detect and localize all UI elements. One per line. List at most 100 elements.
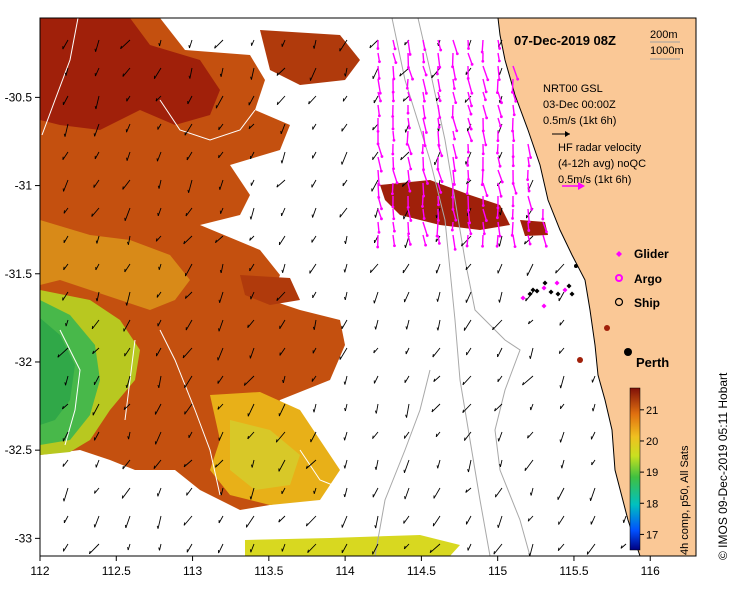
hf-radar-arrowhead [396,181,399,184]
hf-radar-arrowhead [421,205,424,208]
hf-radar-arrow [497,235,498,246]
hf-radar-arrowhead [496,152,499,155]
y-tick-label: -33 [15,531,33,545]
hf-radar-arrowhead [485,90,488,93]
hf-radar-arrow [422,196,423,206]
hf-radar-arrow [378,222,379,232]
hf-radar-arrowhead [470,92,473,95]
hf-legend-line3: 0.5m/s (1kt 6h) [558,174,631,186]
hf-radar-arrowhead [516,78,519,81]
hf-radar-arrow [468,170,469,179]
hf-radar-arrowhead [496,216,499,219]
current-arrowhead [95,49,96,52]
hf-radar-arrowhead [392,100,395,103]
colorbar [630,388,640,550]
hf-radar-arrowhead [466,245,469,248]
x-tick-label: 114.5 [407,564,436,578]
hf-radar-arrowhead [481,245,484,248]
hf-radar-arrowhead [513,113,516,116]
hf-radar-arrowhead [470,139,473,142]
hf-radar-arrowhead [511,217,514,220]
hf-legend-line1: HF radar velocity [558,142,642,154]
x-tick-label: 112.5 [102,564,131,578]
hf-radar-arrowhead [499,235,502,238]
current-arrowhead [370,270,371,273]
current-arrowhead [123,466,124,469]
argo-legend-label: Argo [634,272,662,286]
hf-radar-arrowhead [436,73,439,76]
argo-float-marker-2 [577,357,583,363]
map-title: 07-Dec-2019 08Z [514,33,616,48]
current-arrowhead [526,298,527,301]
gsl-legend-line1: NRT00 GSL [543,83,603,95]
hf-radar-arrowhead [409,98,412,101]
hf-radar-arrowhead [545,245,548,248]
hf-radar-arrowhead [408,127,411,130]
perth-marker [624,348,632,356]
hf-radar-arrowhead [381,155,384,158]
hf-radar-arrowhead [500,101,503,104]
hf-radar-arrowhead [469,232,472,235]
hf-radar-arrow [378,183,379,197]
hf-radar-arrowhead [407,232,410,235]
hf-radar-arrowhead [376,246,379,249]
y-tick-label: -32.5 [5,443,33,457]
current-arrowhead [128,547,129,550]
hf-radar-arrowhead [407,112,410,115]
current-arrowhead [189,45,190,48]
current-arrowhead [276,439,277,442]
hf-radar-arrowhead [425,74,428,77]
hf-radar-arrow [512,222,513,235]
current-arrowhead [92,214,93,217]
hf-radar-arrowhead [392,217,395,220]
colorbar-tick-label: 20 [646,436,658,448]
hf-radar-arrowhead [526,178,529,181]
hf-radar-arrowhead [471,63,474,66]
current-arrowhead [558,548,559,551]
hf-radar-arrowhead [380,217,383,220]
hf-radar-arrow [467,183,468,194]
current-arrowhead [559,351,560,354]
hf-radar-arrowhead [455,129,458,132]
hf-radar-arrow [482,170,483,185]
hf-radar-arrowhead [423,48,426,51]
hf-radar-arrowhead [530,208,533,211]
hf-radar-arrowhead [483,232,486,235]
hf-radar-arrowhead [437,219,440,222]
hf-radar-arrowhead [425,131,428,134]
current-arrowhead [94,490,95,493]
hf-radar-arrow [423,183,424,196]
hf-radar-arrowhead [515,192,518,195]
hf-radar-arrowhead [391,115,394,118]
current-arrowhead [219,187,220,190]
hf-radar-arrowhead [421,151,424,154]
y-tick-label: -32 [15,355,33,369]
hf-radar-arrowhead [393,139,396,142]
hf-radar-arrowhead [497,139,500,142]
x-tick-label: 114 [336,564,355,578]
hf-radar-arrowhead [453,138,456,141]
hf-radar-arrowhead [514,245,517,248]
current-arrowhead [66,323,67,326]
hf-radar-arrowhead [378,114,381,117]
hf-radar-arrowhead [529,156,532,159]
hf-radar-arrowhead [451,229,454,232]
hf-radar-arrowhead [482,152,485,155]
hf-radar-arrowhead [484,143,487,146]
hf-radar-arrow [482,40,483,52]
hf-radar-arrow [512,79,513,92]
hf-radar-arrowhead [392,167,395,170]
hf-radar-arrowhead [512,205,515,208]
hf-radar-arrowhead [408,180,411,183]
current-arrowhead [314,491,315,494]
hf-radar-arrowhead [500,195,503,198]
hf-radar-arrowhead [498,47,501,50]
hf-radar-arrow [437,222,438,236]
current-arrowhead [374,300,375,303]
hf-radar-arrow [467,235,468,246]
hf-radar-arrow [497,79,498,93]
current-arrowhead [63,498,64,501]
current-arrowhead [432,75,433,78]
